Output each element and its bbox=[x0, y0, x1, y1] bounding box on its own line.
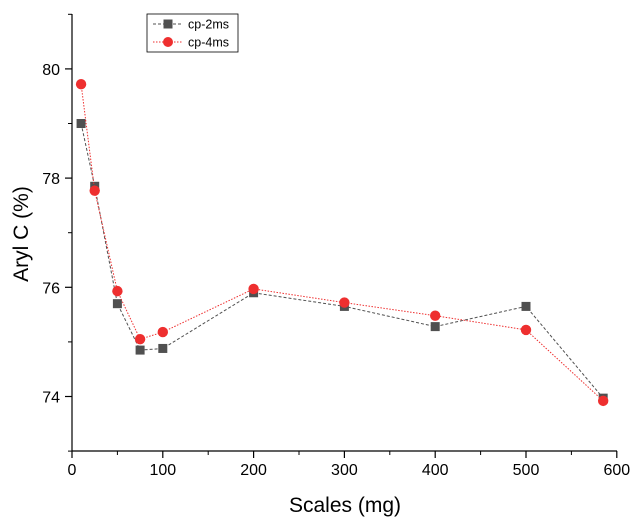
series-cp-4ms bbox=[75, 78, 609, 407]
y-tick-label: 76 bbox=[42, 280, 60, 297]
legend-box bbox=[146, 13, 239, 53]
data-point bbox=[75, 78, 87, 90]
data-point bbox=[158, 343, 168, 353]
data-point bbox=[76, 119, 86, 128]
x-tick-label: 100 bbox=[149, 462, 176, 479]
legend-item-cp-4ms: cp-4ms bbox=[153, 36, 229, 50]
data-point bbox=[520, 324, 532, 336]
data-point bbox=[430, 322, 440, 332]
data-point bbox=[430, 310, 441, 321]
x-tick-label: 200 bbox=[240, 462, 267, 479]
series-line bbox=[80, 123, 604, 399]
series-cp-2ms bbox=[76, 119, 608, 403]
x-tick-label: 300 bbox=[331, 462, 358, 479]
x-tick-label: 600 bbox=[603, 462, 630, 479]
legend-label: cp-4ms bbox=[188, 36, 229, 50]
y-axis-title: Aryl C (%) bbox=[10, 186, 33, 282]
x-tick-label: 0 bbox=[68, 462, 77, 479]
legend-label: cp-2ms bbox=[188, 18, 229, 32]
data-point bbox=[135, 345, 145, 355]
series-layer bbox=[75, 78, 609, 407]
data-point bbox=[157, 326, 168, 338]
y-tick-label: 74 bbox=[42, 390, 60, 407]
data-point bbox=[597, 395, 609, 407]
data-point bbox=[134, 333, 146, 345]
series-line bbox=[80, 84, 604, 402]
legend-marker bbox=[163, 19, 173, 29]
data-point bbox=[521, 301, 531, 311]
y-tick-label: 78 bbox=[42, 171, 60, 188]
data-point bbox=[89, 185, 100, 196]
data-point bbox=[112, 285, 123, 297]
legend: cp-2ms cp-4ms bbox=[146, 13, 239, 53]
legend-item-cp-2ms: cp-2ms bbox=[153, 18, 229, 32]
x-tick-label: 400 bbox=[422, 462, 449, 479]
y-tick-label: 80 bbox=[42, 62, 60, 79]
axes: 0 100 200 300 400 500 600 74 76 78 80 bbox=[42, 13, 630, 479]
x-tick-label: 500 bbox=[513, 462, 540, 479]
data-point bbox=[248, 283, 259, 295]
data-point bbox=[339, 297, 350, 308]
legend-marker bbox=[163, 37, 173, 47]
x-axis-title: Scales (mg) bbox=[289, 494, 401, 517]
data-point bbox=[112, 299, 122, 309]
